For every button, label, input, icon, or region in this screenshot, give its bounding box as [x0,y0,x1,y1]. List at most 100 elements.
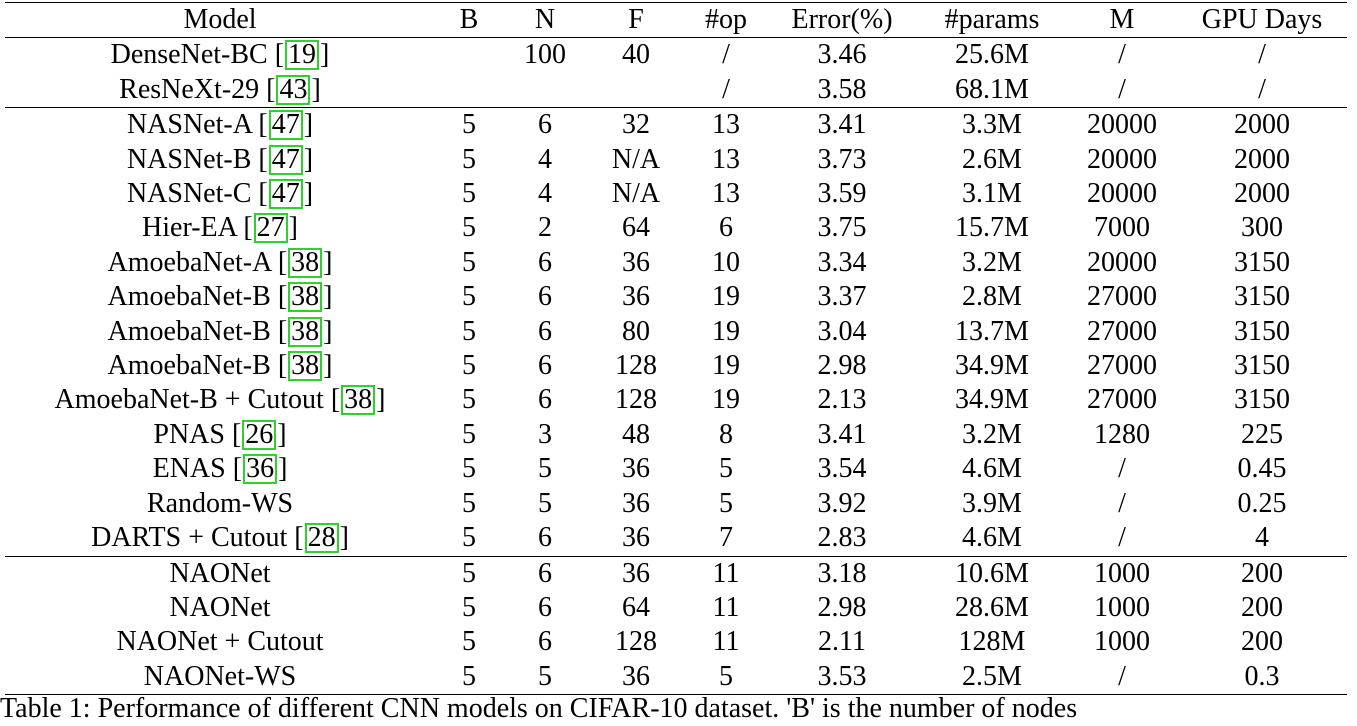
citation-link[interactable]: 47 [268,110,303,141]
citation-link[interactable]: 38 [288,282,323,313]
cell-n: 6 [503,107,587,143]
cell-gpu: 3150 [1234,315,1290,347]
cell-params: 25.6M [955,39,1029,71]
cell-n: 6 [538,384,552,416]
citation-link[interactable]: 47 [268,179,303,210]
cell-gpu: 2000 [1234,178,1290,210]
cell-f: 32 [587,107,685,143]
cell-gpu: / [1258,39,1266,71]
cell-m: 20000 [1067,107,1177,143]
cell-b: 5 [435,659,503,696]
model-name: PNAS [153,418,225,450]
table-row: AmoebaNet-B + Cutout [38] 5 6 128 19 2.13 34.9… [5,383,1347,417]
cell-f: 128 [615,626,657,658]
cell-m: 1000 [1094,591,1150,623]
citation-link[interactable]: 43 [276,74,311,105]
cell-b: 5 [462,522,476,554]
cell-error: 2.98 [817,591,867,623]
table-caption: Table 1: Performance of different CNN mo… [0,693,1078,724]
cell-n: 6 [538,281,552,313]
cell-n: 3 [538,418,552,450]
cell-error: 2.13 [817,384,867,416]
model-name: Random-WS [146,487,294,519]
table-row: NASNet-A [47] 5 6 32 13 3.41 3.3M 20000 2000 [5,107,1347,143]
cell-model: AmoebaNet-B [38] [107,281,333,313]
cell-error: 3.34 [817,246,867,278]
cell-params: 3.1M [962,178,1022,210]
header-error: Error(%) [767,1,917,39]
cell-n: 6 [538,246,552,278]
cell-m: / [1118,522,1126,554]
cell-b: 5 [462,418,476,450]
cell-model: NAONet-WS [5,659,435,696]
citation-link[interactable]: 28 [304,523,339,554]
cell-gpu: 3150 [1234,350,1290,382]
cell-error: 3.73 [817,143,867,175]
cell-b: 5 [462,384,476,416]
cell-m: 27000 [1087,384,1157,416]
cell-m: 27000 [1087,350,1157,382]
cell-model: NAONet [5,591,435,625]
cell-b: 5 [462,246,476,278]
cell-op: 19 [712,281,740,313]
cell-op: 8 [719,418,733,450]
cell-b: 5 [462,281,476,313]
cell-m: 20000 [1087,143,1157,175]
results-table: Model B N F #op Error(%) #params M GPU D… [5,1,1347,696]
cell-m: / [1067,659,1177,696]
cell-f: 36 [622,522,650,554]
cell-error: 3.41 [817,418,867,450]
cell-model: AmoebaNet-B + Cutout [38] [54,384,386,416]
cell-n: 5 [538,487,552,519]
cell-n: 4 [538,143,552,175]
citation-link[interactable]: 38 [288,351,323,382]
model-name: NASNet-A [126,109,252,141]
citation-link[interactable]: 47 [268,144,303,175]
cell-m: 20000 [1087,246,1157,278]
cell-op: 7 [719,522,733,554]
cell-gpu: 2000 [1177,107,1347,143]
cell-b: 5 [462,591,476,623]
cell-m: 1280 [1094,418,1150,450]
citation-link[interactable]: 38 [288,316,323,347]
table-row: Random-WS 5 5 36 5 3.92 3.9M / 0.25 [5,487,1347,521]
cell-b [435,38,503,73]
table-row: AmoebaNet-B [38] 5 6 36 19 3.37 2.8M 27000 3150 [5,280,1347,314]
cell-m: / [1118,487,1126,519]
cell-model: AmoebaNet-B [38] [107,315,333,347]
cell-b [435,73,503,108]
table-row: DenseNet-BC [19] 100 40 / 3.46 25.6M / / [5,38,1347,73]
citation-link[interactable]: 38 [288,247,323,278]
cell-f: 36 [622,246,650,278]
model-name: NAONet [169,557,271,589]
cell-model: PNAS [26] [153,418,287,450]
cell-b: 5 [462,453,476,485]
cell-error: 3.46 [817,39,867,71]
cell-op: 13 [712,143,740,175]
cell-model: NASNet-A [47] [5,107,435,143]
table-row: AmoebaNet-B [38] 5 6 80 19 3.04 13.7M 27000 3150 [5,315,1347,349]
cell-gpu: 3150 [1234,246,1290,278]
table-row: NAONet 5 6 64 11 2.98 28.6M 1000 200 [5,591,1347,625]
citation-link[interactable]: 26 [242,419,277,450]
cell-error: 2.11 [818,626,866,658]
cell-b: 5 [435,555,503,591]
model-name: AmoebaNet-B [107,281,271,313]
cell-error: 3.75 [817,212,867,244]
cell-f: 128 [615,350,657,382]
cell-f [587,73,685,108]
cell-model: NASNet-C [47] [126,178,314,210]
cell-n: 6 [503,555,587,591]
model-name: NASNet-C [126,178,252,210]
citation-link[interactable]: 27 [253,213,288,244]
citation-link[interactable]: 38 [341,385,376,416]
cell-op: 13 [712,178,740,210]
cell-gpu: 4 [1255,522,1269,554]
citation-link[interactable]: 19 [285,40,320,71]
cell-params: 13.7M [955,315,1029,347]
table-row: NASNet-C [47] 5 4 N/A 13 3.59 3.1M 20000 2000 [5,177,1347,211]
cell-n: 4 [538,178,552,210]
citation-link[interactable]: 36 [243,454,278,485]
cell-params: 3.2M [962,246,1022,278]
cell-params: 2.8M [962,281,1022,313]
